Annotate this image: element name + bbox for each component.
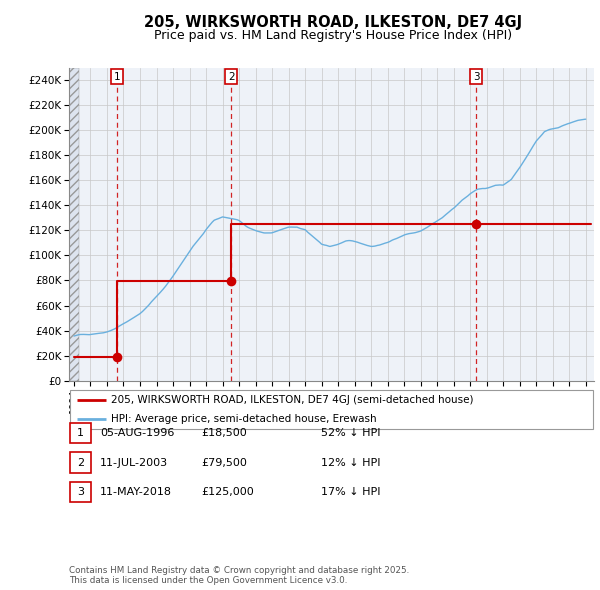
Text: 17% ↓ HPI: 17% ↓ HPI <box>321 487 380 497</box>
Text: 3: 3 <box>473 71 479 81</box>
Text: £79,500: £79,500 <box>201 458 247 467</box>
Text: 3: 3 <box>77 487 84 497</box>
Text: 11-JUL-2003: 11-JUL-2003 <box>100 458 169 467</box>
FancyBboxPatch shape <box>70 422 91 444</box>
Text: £18,500: £18,500 <box>201 428 247 438</box>
FancyBboxPatch shape <box>70 481 91 503</box>
Text: 1: 1 <box>77 428 84 438</box>
Text: 12% ↓ HPI: 12% ↓ HPI <box>321 458 380 467</box>
FancyBboxPatch shape <box>70 390 593 429</box>
Text: Price paid vs. HM Land Registry's House Price Index (HPI): Price paid vs. HM Land Registry's House … <box>154 29 512 42</box>
Text: 205, WIRKSWORTH ROAD, ILKESTON, DE7 4GJ (semi-detached house): 205, WIRKSWORTH ROAD, ILKESTON, DE7 4GJ … <box>111 395 473 405</box>
Text: 1: 1 <box>113 71 120 81</box>
Text: £125,000: £125,000 <box>201 487 254 497</box>
Text: 205, WIRKSWORTH ROAD, ILKESTON, DE7 4GJ: 205, WIRKSWORTH ROAD, ILKESTON, DE7 4GJ <box>144 15 522 30</box>
Text: 52% ↓ HPI: 52% ↓ HPI <box>321 428 380 438</box>
Text: HPI: Average price, semi-detached house, Erewash: HPI: Average price, semi-detached house,… <box>111 414 377 424</box>
Text: Contains HM Land Registry data © Crown copyright and database right 2025.
This d: Contains HM Land Registry data © Crown c… <box>69 566 409 585</box>
FancyBboxPatch shape <box>70 452 91 473</box>
Text: 11-MAY-2018: 11-MAY-2018 <box>100 487 172 497</box>
Text: 05-AUG-1996: 05-AUG-1996 <box>100 428 175 438</box>
Text: 2: 2 <box>77 458 84 467</box>
Text: 2: 2 <box>228 71 235 81</box>
